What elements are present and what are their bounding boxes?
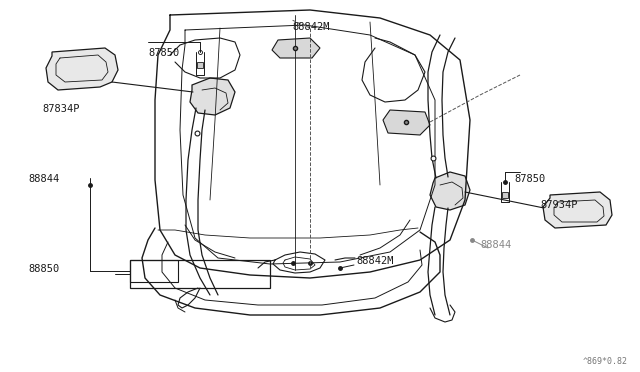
Polygon shape (383, 110, 430, 135)
Text: 87934P: 87934P (540, 200, 577, 210)
Text: ^869*0.82: ^869*0.82 (583, 357, 628, 366)
Polygon shape (543, 192, 612, 228)
Polygon shape (190, 78, 235, 115)
Text: 88842M: 88842M (356, 256, 394, 266)
Polygon shape (46, 48, 118, 90)
Polygon shape (430, 172, 470, 210)
Text: 87850: 87850 (148, 48, 179, 58)
Text: 88850: 88850 (28, 264, 60, 274)
Text: 88844: 88844 (28, 174, 60, 184)
Text: 87834P: 87834P (42, 104, 79, 114)
Text: 87850: 87850 (514, 174, 545, 184)
Text: 88844: 88844 (480, 240, 511, 250)
Bar (130, 260, 178, 282)
Bar (130, 260, 270, 288)
Polygon shape (272, 38, 320, 58)
Text: 88842M: 88842M (292, 22, 330, 32)
